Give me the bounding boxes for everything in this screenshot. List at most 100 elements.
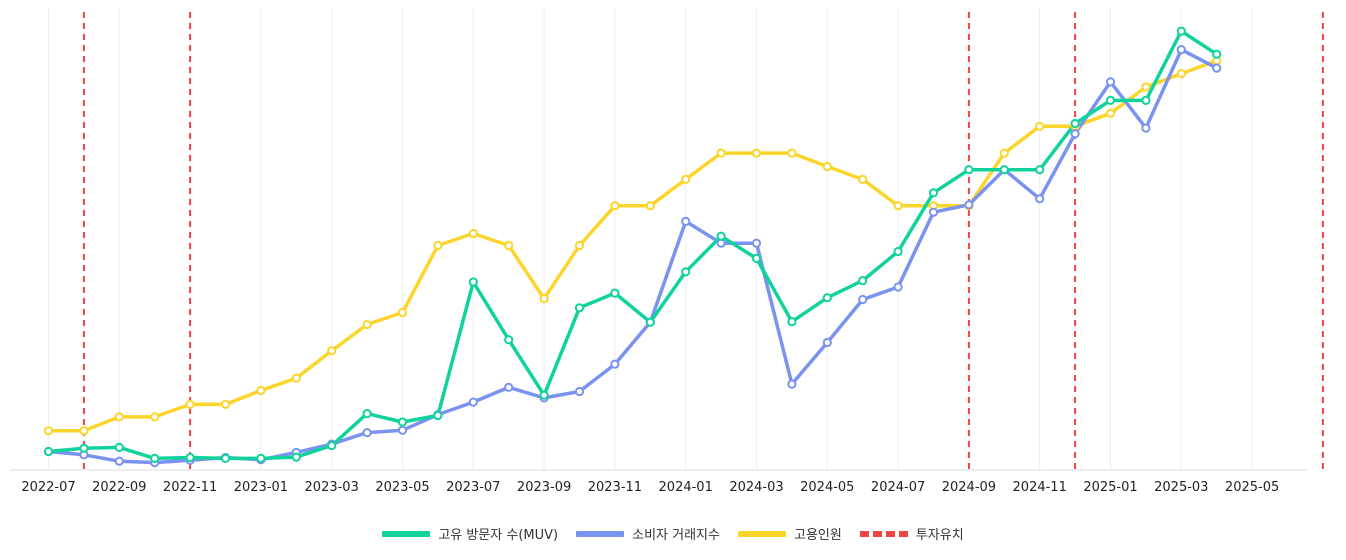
data-point[interactable]	[362, 428, 372, 438]
data-point[interactable]	[1105, 108, 1116, 118]
series-line	[46, 58, 1219, 433]
data-point[interactable]	[43, 446, 54, 457]
legend-item-transaction-index[interactable]: 소비자 거래지수	[576, 524, 720, 543]
data-point[interactable]	[1070, 118, 1080, 129]
x-tick-label: 2025-01	[1083, 480, 1137, 495]
data-point[interactable]	[185, 452, 195, 463]
data-point[interactable]	[397, 425, 408, 435]
data-point[interactable]	[1141, 123, 1151, 133]
data-point[interactable]	[787, 317, 797, 327]
data-point[interactable]	[928, 207, 939, 217]
data-point[interactable]	[681, 216, 691, 226]
data-point[interactable]	[43, 426, 54, 436]
data-point[interactable]	[150, 453, 160, 463]
data-point[interactable]	[716, 148, 726, 158]
legend-swatch-employees	[737, 530, 786, 537]
data-point[interactable]	[1176, 26, 1186, 36]
data-point[interactable]	[822, 161, 832, 172]
investment-markers	[82, 12, 1324, 470]
data-point[interactable]	[610, 359, 620, 369]
data-point[interactable]	[858, 174, 868, 184]
legend-item-muv[interactable]: 고유 방문자 수(MUV)	[382, 524, 558, 543]
legend-item-investment[interactable]: 투자유치	[859, 524, 964, 543]
data-point[interactable]	[681, 267, 691, 277]
legend-label-investment: 투자유치	[915, 528, 964, 543]
data-point[interactable]	[858, 294, 868, 305]
series-lines	[46, 29, 1219, 465]
data-point[interactable]	[787, 148, 797, 158]
data-point[interactable]	[893, 201, 903, 211]
legend-swatch-muv	[382, 530, 431, 537]
data-point[interactable]	[1176, 69, 1186, 79]
data-point[interactable]	[716, 231, 726, 241]
data-point[interactable]	[504, 240, 514, 251]
data-point[interactable]	[539, 294, 549, 304]
data-point[interactable]	[822, 293, 832, 303]
data-point[interactable]	[645, 317, 655, 327]
data-point[interactable]	[1035, 194, 1045, 204]
data-point[interactable]	[433, 410, 443, 421]
data-point[interactable]	[999, 165, 1009, 175]
data-point[interactable]	[1141, 95, 1151, 106]
data-point[interactable]	[256, 453, 266, 463]
data-point[interactable]	[574, 240, 585, 251]
data-point[interactable]	[114, 456, 124, 466]
data-point[interactable]	[362, 319, 372, 330]
data-point[interactable]	[114, 412, 124, 422]
data-point[interactable]	[574, 303, 585, 313]
data-point[interactable]	[504, 335, 514, 345]
data-point[interactable]	[610, 288, 620, 298]
data-point[interactable]	[150, 412, 160, 422]
data-point[interactable]	[681, 174, 691, 184]
data-point[interactable]	[220, 399, 231, 409]
data-point[interactable]	[822, 337, 832, 348]
data-point[interactable]	[1141, 82, 1151, 92]
data-point[interactable]	[468, 397, 478, 407]
data-point[interactable]	[1035, 165, 1045, 175]
data-point[interactable]	[610, 201, 620, 211]
data-point[interactable]	[539, 390, 549, 400]
data-point[interactable]	[858, 276, 868, 286]
data-point[interactable]	[1105, 95, 1116, 106]
data-point[interactable]	[751, 148, 762, 158]
data-point[interactable]	[504, 382, 514, 392]
data-point[interactable]	[362, 409, 372, 419]
x-tick-label: 2024-07	[871, 480, 925, 495]
data-point[interactable]	[291, 373, 301, 383]
data-point[interactable]	[291, 452, 301, 462]
data-point[interactable]	[256, 385, 266, 396]
data-point[interactable]	[964, 165, 974, 175]
data-point[interactable]	[1070, 129, 1080, 139]
data-point[interactable]	[468, 228, 478, 239]
data-point[interactable]	[751, 238, 762, 248]
legend-item-employees[interactable]: 고용인원	[737, 524, 842, 543]
data-point[interactable]	[433, 240, 443, 251]
data-point[interactable]	[1105, 77, 1116, 87]
data-point[interactable]	[645, 201, 655, 211]
data-point[interactable]	[1176, 45, 1186, 55]
data-point[interactable]	[79, 443, 89, 453]
data-point[interactable]	[999, 148, 1009, 158]
data-point[interactable]	[327, 440, 337, 451]
x-tick-label: 2023-03	[305, 480, 359, 495]
data-point[interactable]	[893, 282, 903, 292]
data-point[interactable]	[220, 453, 231, 463]
data-point[interactable]	[185, 399, 195, 409]
data-point[interactable]	[397, 417, 408, 427]
data-point[interactable]	[574, 386, 585, 397]
data-point[interactable]	[787, 379, 797, 389]
data-point[interactable]	[327, 346, 337, 356]
data-point[interactable]	[468, 277, 478, 287]
data-point[interactable]	[1035, 121, 1045, 131]
data-point[interactable]	[964, 200, 974, 210]
data-point[interactable]	[1212, 63, 1222, 73]
data-point[interactable]	[928, 188, 939, 198]
data-point[interactable]	[114, 442, 124, 452]
data-point[interactable]	[751, 253, 762, 263]
data-point[interactable]	[79, 426, 89, 436]
data-point[interactable]	[397, 307, 408, 318]
x-tick-labels: 2022-07 2022-09 2022-11 2023-01 2023-03 2023-…	[21, 480, 1279, 495]
x-tick-label: 2022-09	[92, 480, 146, 495]
data-point[interactable]	[893, 246, 903, 257]
data-point[interactable]	[1212, 49, 1222, 59]
